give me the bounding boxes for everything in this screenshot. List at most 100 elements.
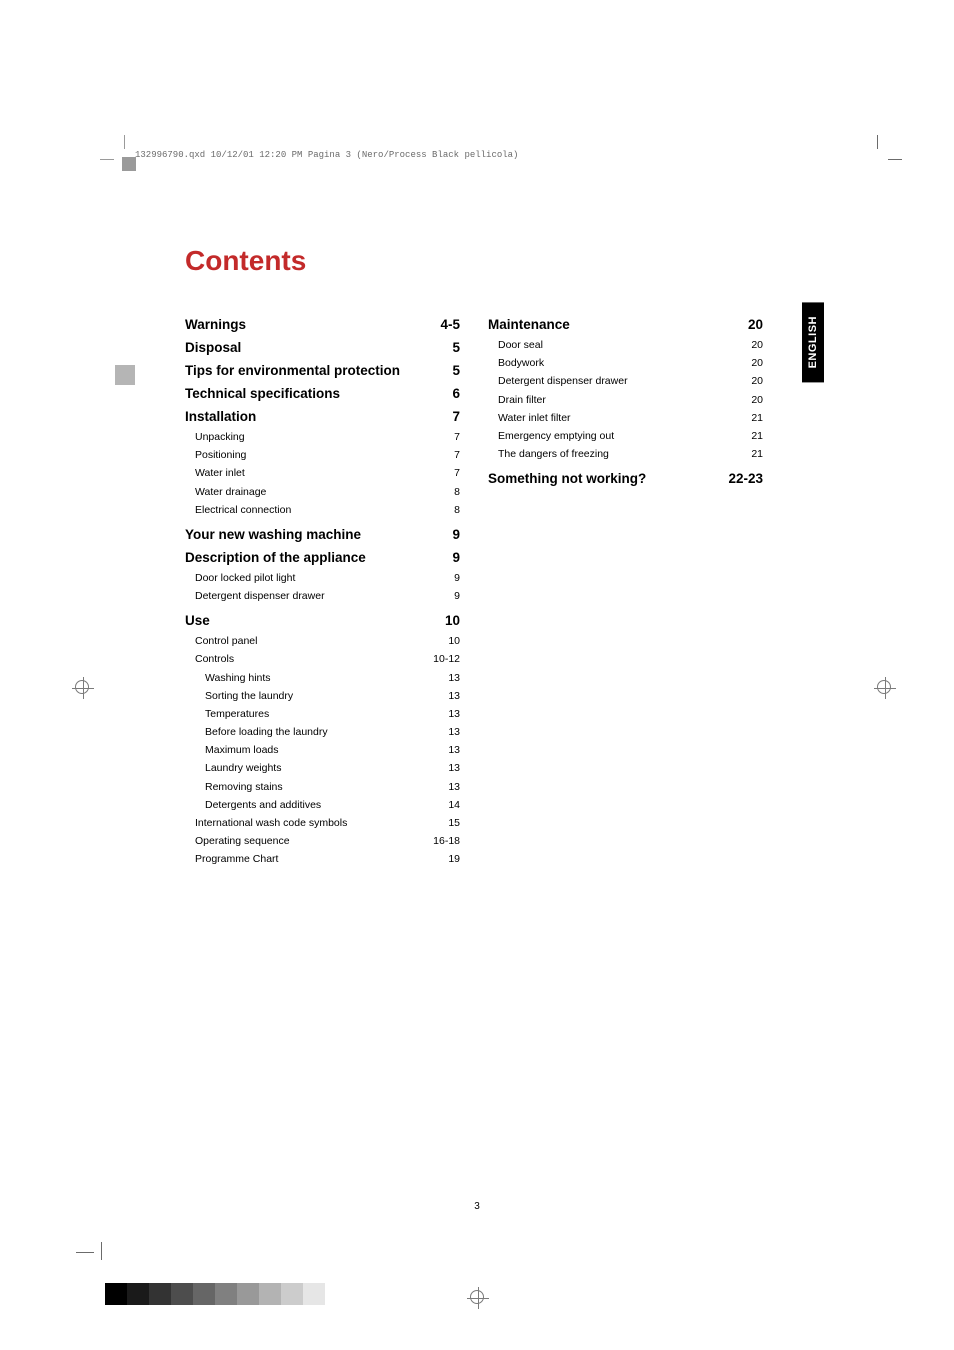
toc-right-column: Maintenance20Door seal20Bodywork20Deterg…: [488, 317, 763, 868]
toc-page: 21: [751, 411, 763, 425]
toc-page: 13: [448, 761, 460, 775]
toc-page: 9: [452, 550, 460, 565]
toc-left-column: Warnings4-5Disposal5Tips for environment…: [185, 317, 460, 868]
toc-label: Technical specifications: [185, 386, 340, 401]
color-bar-swatch: [259, 1283, 281, 1305]
toc-label: Electrical connection: [195, 503, 291, 517]
color-bar-swatch: [281, 1283, 303, 1305]
toc-page: 16-18: [433, 834, 460, 848]
toc-page: 9: [452, 527, 460, 542]
toc-page: 5: [452, 363, 460, 378]
toc-entry: Operating sequence16-18: [185, 832, 460, 850]
toc-page: 6: [452, 386, 460, 401]
toc-entry: Control panel10: [185, 632, 460, 650]
toc-page: 13: [448, 725, 460, 739]
toc-label: Programme Chart: [195, 852, 278, 866]
toc-label: Before loading the laundry: [205, 725, 328, 739]
toc-label: Water drainage: [195, 485, 266, 499]
toc-section: Disposal5: [185, 340, 460, 355]
toc-label: Something not working?: [488, 471, 646, 486]
toc-page: 7: [454, 430, 460, 444]
toc-section: Warnings4-5: [185, 317, 460, 332]
color-bar-swatch: [171, 1283, 193, 1305]
toc-label: Warnings: [185, 317, 246, 332]
toc-page: 21: [751, 447, 763, 461]
page-container: 132996790.qxd 10/12/01 12:20 PM Pagina 3…: [0, 0, 954, 1350]
toc-page: 20: [751, 374, 763, 388]
toc-entry: Emergency emptying out 21: [488, 427, 763, 445]
color-bar-swatch: [193, 1283, 215, 1305]
toc-label: Control panel: [195, 634, 257, 648]
color-bar-swatch: [127, 1283, 149, 1305]
toc-label: Disposal: [185, 340, 241, 355]
toc-entry: Programme Chart 19: [185, 850, 460, 868]
toc-label: Your new washing machine: [185, 527, 361, 542]
toc-entry: Electrical connection8: [185, 501, 460, 519]
toc-label: Detergent dispenser drawer: [195, 589, 325, 603]
toc-entry: Detergent dispenser drawer 9: [185, 587, 460, 605]
toc-subentry: Temperatures 13: [185, 705, 460, 723]
toc-label: Temperatures: [205, 707, 269, 721]
toc-page: 13: [448, 707, 460, 721]
toc-entry: Detergent dispenser drawer 20: [488, 372, 763, 390]
toc-page: 19: [448, 852, 460, 866]
toc-page: 13: [448, 671, 460, 685]
toc-label: International wash code symbols: [195, 816, 347, 830]
toc-label: Tips for environmental protection: [185, 363, 400, 378]
toc-entry: International wash code symbols 15: [185, 814, 460, 832]
toc-section: Tips for environmental protection 5: [185, 363, 460, 378]
toc-page: 10: [445, 613, 460, 628]
toc-section: Technical specifications 6: [185, 386, 460, 401]
color-bar-swatch: [237, 1283, 259, 1305]
toc-entry: Bodywork20: [488, 354, 763, 372]
toc-page: 21: [751, 429, 763, 443]
toc-page: 20: [751, 393, 763, 407]
toc-label: Controls: [195, 652, 234, 666]
toc-label: Detergent dispenser drawer: [498, 374, 628, 388]
toc-entry: The dangers of freezing21: [488, 445, 763, 463]
toc-label: Maximum loads: [205, 743, 279, 757]
toc-label: Laundry weights: [205, 761, 281, 775]
crop-square-mid-left: [115, 365, 135, 385]
toc-subentry: Before loading the laundry 13: [185, 723, 460, 741]
toc-page: 15: [448, 816, 460, 830]
toc-label: Description of the appliance: [185, 550, 366, 565]
toc-label: Emergency emptying out: [498, 429, 614, 443]
header-metadata: 132996790.qxd 10/12/01 12:20 PM Pagina 3…: [135, 150, 518, 160]
language-tab: ENGLISH: [802, 302, 824, 382]
toc-entry: Positioning 7: [185, 446, 460, 464]
toc-columns: Warnings4-5Disposal5Tips for environment…: [185, 317, 864, 868]
toc-entry: Door locked pilot light 9: [185, 569, 460, 587]
toc-subentry: Maximum loads13: [185, 741, 460, 759]
toc-label: Maintenance: [488, 317, 570, 332]
toc-page: 20: [748, 317, 763, 332]
toc-subentry: Sorting the laundry13: [185, 687, 460, 705]
toc-label: Door locked pilot light: [195, 571, 295, 585]
toc-label: Bodywork: [498, 356, 544, 370]
contents-title: Contents: [185, 245, 864, 277]
toc-page: 9: [454, 571, 460, 585]
registration-mark-bottom: [470, 1290, 484, 1304]
registration-mark-left: [75, 680, 89, 694]
toc-entry: Drain filter20: [488, 391, 763, 409]
toc-page: 8: [454, 485, 460, 499]
color-bar-swatch: [303, 1283, 325, 1305]
toc-page: 9: [454, 589, 460, 603]
toc-subentry: Laundry weights 13: [185, 759, 460, 777]
toc-label: Water inlet: [195, 466, 245, 480]
toc-page: 13: [448, 689, 460, 703]
toc-section: Description of the appliance 9: [185, 550, 460, 565]
toc-page: 7: [454, 448, 460, 462]
toc-section: Maintenance 20: [488, 317, 763, 332]
toc-label: Water inlet filter: [498, 411, 571, 425]
toc-page: 13: [448, 780, 460, 794]
toc-page: 14: [448, 798, 460, 812]
toc-label: Use: [185, 613, 210, 628]
toc-label: Positioning: [195, 448, 246, 462]
toc-subentry: Detergents and additives14: [185, 796, 460, 814]
toc-entry: Unpacking7: [185, 428, 460, 446]
registration-mark-right: [877, 680, 891, 694]
color-bar-swatch: [215, 1283, 237, 1305]
toc-label: Installation: [185, 409, 256, 424]
toc-label: Washing hints: [205, 671, 271, 685]
